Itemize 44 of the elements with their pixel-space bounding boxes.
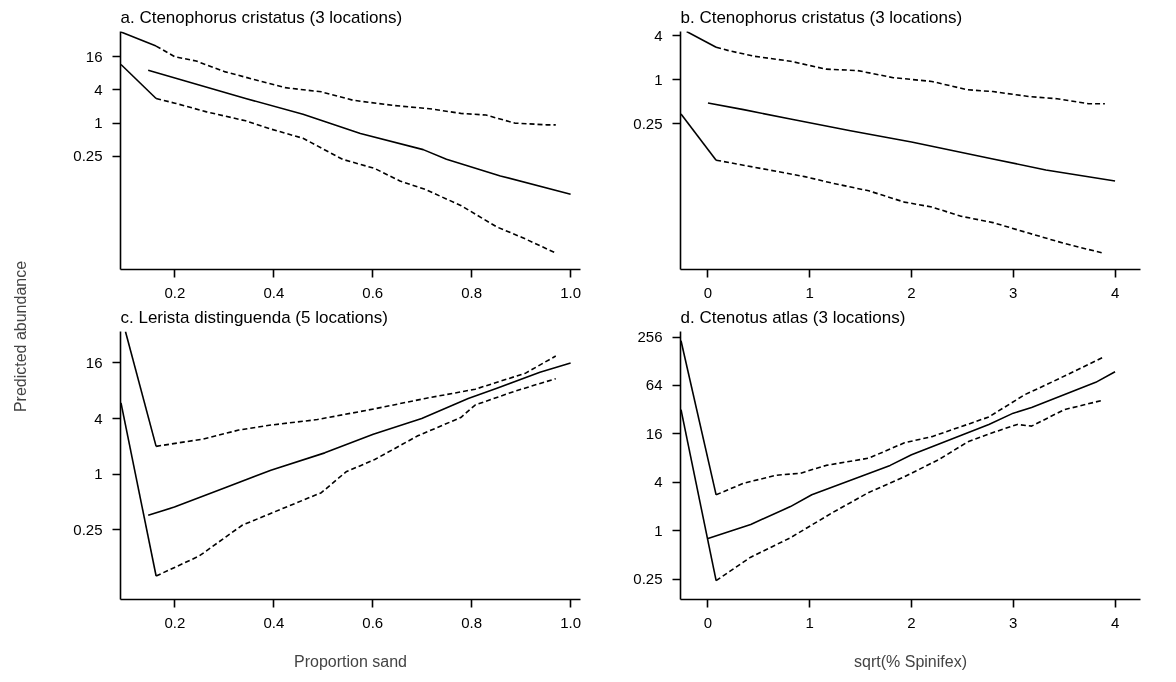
x-tick-label: 0.4 [263, 283, 285, 301]
x-tick-label: 3 [1009, 283, 1018, 301]
x-tick-label: 0.6 [362, 283, 384, 301]
x-axis-title: sqrt(% Spinifex) [854, 652, 967, 670]
chart-title: a. Ctenophorus cristatus (3 locations) [120, 7, 403, 27]
x-tick-label: 0.2 [164, 283, 186, 301]
y-tick-label: 4 [94, 80, 103, 98]
x-tick-label: 0.2 [164, 613, 186, 631]
chart-title: b. Ctenophorus cristatus (3 locations) [680, 7, 963, 27]
y-tick-label: 0.25 [73, 520, 103, 538]
y-tick-label: 1 [94, 114, 103, 132]
y-tick-label: 64 [645, 376, 663, 394]
y-axis-title: Predicted abundance [12, 260, 29, 413]
x-tick-label: 1.0 [560, 613, 582, 631]
y-tick-label: 4 [654, 26, 663, 44]
x-tick-label: 1.0 [560, 283, 582, 301]
x-tick-label: 0.6 [362, 613, 384, 631]
x-tick-label: 2 [907, 613, 916, 631]
y-tick-label: 256 [637, 328, 663, 346]
y-tick-label: 1 [654, 70, 663, 88]
y-tick-label: 16 [645, 424, 663, 442]
x-tick-label: 4 [1110, 283, 1120, 301]
chart-title: c. Lerista distinguenda (5 locations) [120, 307, 388, 327]
x-tick-label: 0.8 [461, 283, 483, 301]
x-tick-label: 0 [703, 283, 713, 301]
x-tick-label: 0.4 [263, 613, 285, 631]
y-tick-label: 1 [654, 521, 663, 539]
y-tick-label: 0.25 [633, 570, 663, 588]
x-tick-label: 0.8 [461, 613, 483, 631]
x-tick-label: 4 [1110, 613, 1120, 631]
y-tick-label: 4 [94, 409, 103, 427]
y-tick-label: 16 [85, 47, 103, 65]
x-tick-label: 2 [907, 283, 916, 301]
x-tick-label: 1 [805, 613, 814, 631]
y-tick-label: 16 [85, 353, 103, 371]
y-tick-label: 1 [94, 465, 103, 483]
x-tick-label: 1 [805, 283, 814, 301]
x-tick-label: 3 [1009, 613, 1018, 631]
x-tick-label: 0 [703, 613, 713, 631]
y-tick-label: 0.25 [633, 114, 663, 132]
chart-title: d. Ctenotus atlas (3 locations) [680, 307, 906, 327]
x-axis-title: Proportion sand [294, 652, 407, 670]
y-tick-label: 0.25 [73, 147, 103, 165]
y-tick-label: 4 [654, 473, 663, 491]
